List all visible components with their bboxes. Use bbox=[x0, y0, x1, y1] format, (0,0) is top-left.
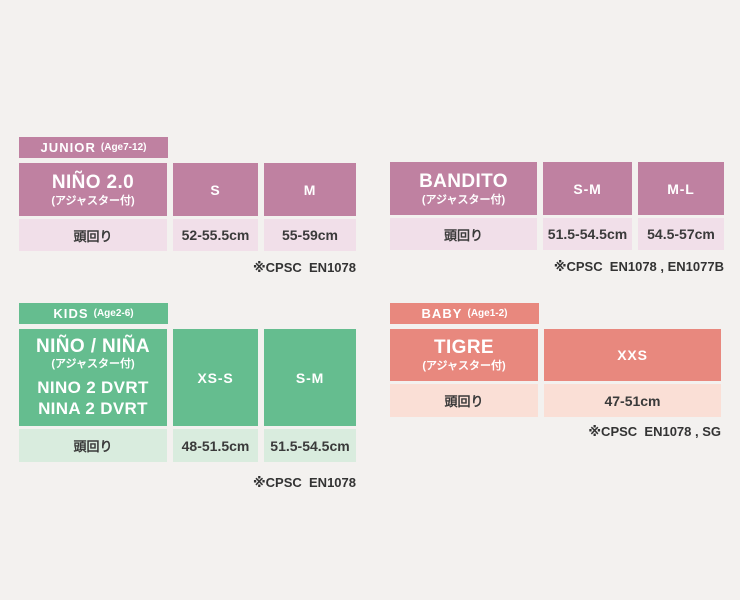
size-header-cell: M-L bbox=[638, 162, 724, 215]
measurement-cell: 51.5-54.5cm bbox=[264, 429, 356, 462]
measurement-cell: 48-51.5cm bbox=[173, 429, 258, 462]
age-range-label: (Age1-2) bbox=[467, 308, 508, 319]
size-table-bandito: BANDITO (アジャスター付) S-M M-L 頭回り 51.5-54.5c… bbox=[390, 162, 724, 275]
measurement-cell: 52-55.5cm bbox=[173, 219, 258, 251]
adjuster-note: (アジャスター付) bbox=[421, 193, 506, 206]
category-badge-junior: JUNIOR (Age7-12) bbox=[19, 137, 168, 158]
category-badge-baby: BABY (Age1-2) bbox=[390, 303, 539, 324]
model-name: TIGRE bbox=[434, 337, 494, 359]
model-cell-tigre: TIGRE (アジャスター付) bbox=[390, 329, 538, 381]
size-header-cell: S bbox=[173, 163, 258, 216]
adjuster-note: (アジャスター付) bbox=[51, 358, 135, 371]
size-header-cell: S-M bbox=[264, 329, 356, 426]
measurement-cell: 55-59cm bbox=[264, 219, 356, 251]
size-table-junior: JUNIOR (Age7-12) NIÑO 2.0 (アジャスター付) S M … bbox=[19, 137, 356, 276]
adjuster-note: (アジャスター付) bbox=[422, 360, 506, 373]
model-name: NIÑO / NIÑA bbox=[36, 335, 150, 357]
measurement-cell: 54.5-57cm bbox=[638, 218, 724, 250]
measure-label-cell: 頭回り bbox=[19, 219, 167, 251]
size-grid-kids: NIÑO / NIÑA (アジャスター付) NINO 2 DVRT NINA 2… bbox=[19, 329, 356, 462]
model-name: NIÑO 2.0 bbox=[51, 171, 135, 193]
category-label: BABY bbox=[421, 306, 463, 321]
size-header-cell: XXS bbox=[544, 329, 721, 381]
measurement-cell: 51.5-54.5cm bbox=[543, 218, 632, 250]
measure-label-cell: 頭回り bbox=[390, 384, 538, 417]
measure-label-cell: 頭回り bbox=[19, 429, 167, 462]
measure-label-cell: 頭回り bbox=[390, 218, 537, 250]
model-cell-nino20: NIÑO 2.0 (アジャスター付) bbox=[19, 163, 167, 216]
certification-note: ※CPSC EN1078 , SG bbox=[588, 424, 721, 439]
size-grid-baby: TIGRE (アジャスター付) XXS 頭回り 47-51cm bbox=[390, 329, 721, 417]
size-header-cell: S-M bbox=[543, 162, 632, 215]
size-header-cell: XS-S bbox=[173, 329, 258, 426]
certification-note: ※CPSC EN1078 , EN1077B bbox=[553, 259, 724, 274]
size-table-baby: BABY (Age1-2) TIGRE (アジャスター付) XXS 頭回り 47… bbox=[390, 303, 721, 440]
age-range-label: (Age7-12) bbox=[100, 142, 147, 153]
adjuster-note: (アジャスター付) bbox=[51, 194, 135, 207]
model-variant: NINA 2 DVRT bbox=[38, 399, 148, 419]
certification-note: ※CPSC EN1078 bbox=[253, 475, 356, 490]
category-badge-kids: KIDS (Age2-6) bbox=[19, 303, 168, 324]
category-label: KIDS bbox=[53, 306, 89, 321]
model-name: BANDITO bbox=[419, 170, 508, 192]
size-grid-junior: NIÑO 2.0 (アジャスター付) S M 頭回り 52-55.5cm 55-… bbox=[19, 163, 356, 251]
age-range-label: (Age2-6) bbox=[93, 308, 134, 319]
model-cell-bandito: BANDITO (アジャスター付) bbox=[390, 162, 537, 215]
model-variant-lines: NINO 2 DVRT NINA 2 DVRT bbox=[37, 377, 148, 420]
size-header-cell: M bbox=[264, 163, 356, 216]
model-cell-nino-nina: NIÑO / NIÑA (アジャスター付) NINO 2 DVRT NINA 2… bbox=[19, 329, 167, 426]
size-table-kids: KIDS (Age2-6) NIÑO / NIÑA (アジャスター付) NINO… bbox=[19, 303, 356, 491]
certification-note: ※CPSC EN1078 bbox=[253, 260, 356, 275]
model-variant: NINO 2 DVRT bbox=[37, 377, 149, 397]
category-label: JUNIOR bbox=[40, 140, 96, 155]
measurement-cell: 47-51cm bbox=[544, 384, 721, 417]
size-grid-bandito: BANDITO (アジャスター付) S-M M-L 頭回り 51.5-54.5c… bbox=[390, 162, 724, 250]
